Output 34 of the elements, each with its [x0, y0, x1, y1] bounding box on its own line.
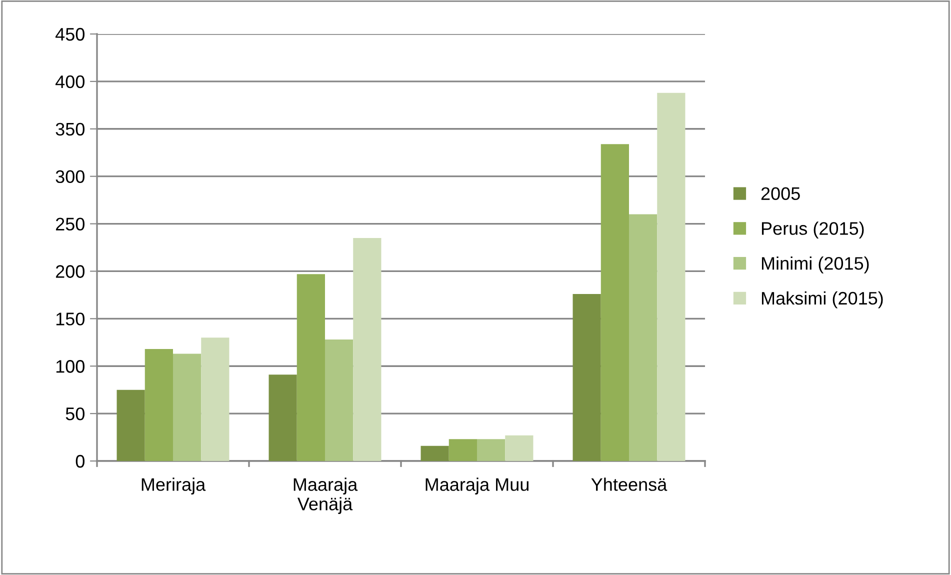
- legend-label: Minimi (2015): [762, 256, 869, 274]
- y-tick-label: 0: [76, 454, 84, 468]
- bar: [657, 92, 686, 461]
- bar: [144, 349, 173, 461]
- x-tick-label: Yhteensä: [591, 478, 668, 491]
- bar: [353, 238, 382, 461]
- y-tick-label: 200: [56, 265, 84, 278]
- bar: [629, 214, 658, 461]
- bar: [420, 446, 449, 461]
- y-tick-label: 350: [56, 122, 84, 136]
- bar: [448, 439, 477, 461]
- y-tick-label: 300: [56, 170, 84, 184]
- bar: [505, 435, 534, 461]
- bar: [477, 439, 506, 461]
- bar: [600, 144, 629, 461]
- legend-label: Maksimi (2015): [762, 291, 883, 308]
- legend-label: Perus (2015): [762, 222, 864, 238]
- y-tick-label: 100: [56, 360, 84, 373]
- bar: [572, 294, 601, 461]
- legend-label: 2005: [761, 187, 800, 200]
- y-tick-label: 400: [55, 75, 84, 88]
- bar: [173, 354, 202, 461]
- y-tick-label: 250: [56, 218, 84, 230]
- bar: [116, 390, 145, 461]
- y-tick-label: 450: [55, 28, 84, 41]
- bar: [268, 374, 297, 461]
- x-tick-label: Maaraja Venäjä: [294, 478, 358, 514]
- x-tick-label: Meriraja: [142, 478, 206, 494]
- bar: [325, 340, 354, 461]
- bar: [201, 338, 230, 461]
- bar: [296, 274, 325, 461]
- y-tick-label: 150: [56, 312, 84, 326]
- y-tick-label: 50: [66, 407, 84, 420]
- x-tick-label: Maaraja Muu: [426, 478, 528, 494]
